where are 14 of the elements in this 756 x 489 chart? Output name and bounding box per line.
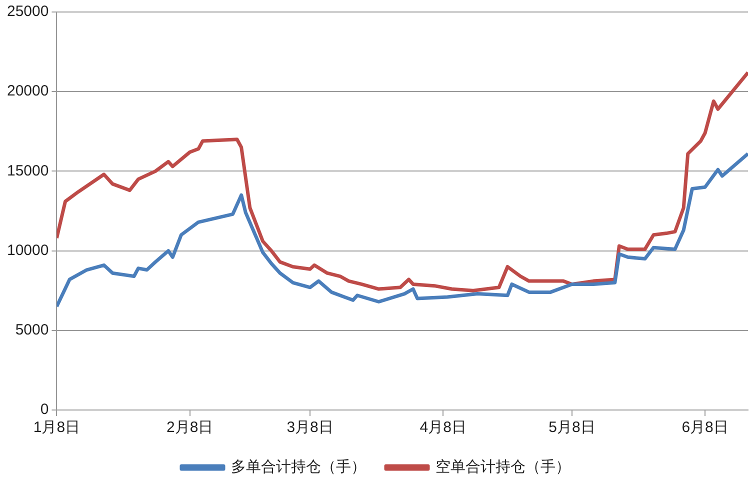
x-tick-label: 1月8日	[33, 419, 80, 436]
y-tick-label: 25000	[6, 3, 49, 20]
x-tick-label: 5月8日	[548, 419, 596, 436]
x-tick-label: 6月8日	[682, 419, 728, 436]
y-tick-label: 10000	[6, 242, 49, 259]
y-tick-label: 20000	[6, 82, 49, 100]
x-tick-label: 2月8日	[166, 419, 214, 436]
legend-label: 多单合计持仓（手）	[231, 458, 366, 476]
x-tick-label: 3月8日	[286, 419, 334, 436]
x-tick-label: 4月8日	[420, 419, 466, 436]
legend-label: 空单合计持仓（手）	[436, 458, 570, 476]
y-tick-label: 5000	[15, 322, 49, 339]
y-tick-label: 0	[40, 401, 49, 418]
y-tick-label: 15000	[6, 162, 49, 180]
